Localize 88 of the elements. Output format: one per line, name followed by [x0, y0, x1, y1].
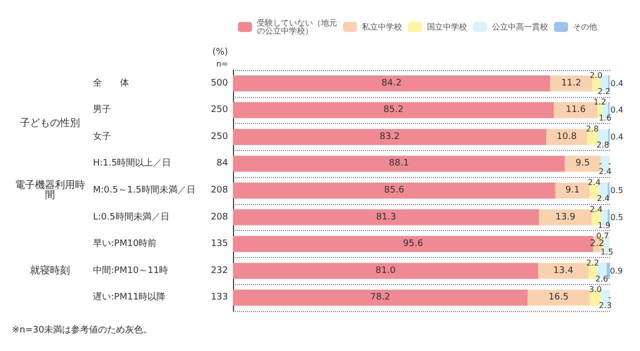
data-label: 13.9: [555, 212, 576, 222]
data-label: 2.2: [598, 86, 610, 96]
legend-label: その他: [573, 22, 597, 32]
data-label: 85.6: [384, 186, 404, 196]
data-label: -: [599, 159, 602, 168]
data-label: 0.4: [610, 78, 624, 88]
data-label: 1.2: [593, 98, 606, 107]
bar: [233, 209, 540, 226]
data-label: 10.8: [556, 132, 577, 142]
y-tick-label: 男子: [93, 104, 111, 116]
data-label: 16.5: [548, 292, 569, 303]
text: 子どもの性別: [20, 117, 80, 130]
bar: [564, 156, 601, 172]
data-label: 0.9: [610, 266, 623, 276]
data-label: 9.1: [565, 186, 580, 196]
bar: [538, 262, 589, 279]
data-label: 2.8: [596, 140, 610, 150]
y-tick-label: H:1.5時間以上／日: [93, 158, 172, 169]
data-label: 81.3: [376, 212, 396, 222]
data-label: 3.0: [588, 285, 602, 294]
data-label: 2.4: [590, 204, 602, 214]
y-tick-label: 早い:PM10時前: [93, 238, 157, 250]
bar: [233, 156, 565, 172]
data-label: 85.2: [383, 105, 404, 116]
bar: [233, 128, 546, 145]
y-tick-label: M:0.5～1.5時間未満／日: [93, 184, 196, 196]
data-label: 0.5: [610, 186, 624, 195]
data-label: 11.2: [561, 78, 582, 88]
data-label: 9.5: [576, 158, 590, 169]
data-label: 2.4: [596, 194, 610, 203]
data-label: 1.9: [598, 220, 611, 230]
legend-label: 受験していない（地元の公立中学校）: [257, 18, 337, 36]
text: (%): [212, 48, 228, 58]
data-label: 2.4: [598, 167, 612, 176]
bar: [233, 102, 554, 118]
y-tick-label: 中間:PM10～11時: [93, 264, 168, 276]
data-label: 2.2: [586, 258, 600, 268]
text: 就寝時刻: [30, 264, 70, 276]
text: 208: [210, 186, 228, 196]
y-tick-label: 遅い:PM11時以降: [93, 292, 166, 303]
bar: [233, 182, 556, 198]
text: 84: [216, 158, 228, 169]
bar: [528, 290, 590, 306]
bar: [539, 209, 592, 226]
data-label: 0.4: [610, 132, 624, 142]
data-label: 11.6: [566, 105, 586, 116]
data-label: 2.0: [590, 70, 602, 80]
bar: [546, 128, 588, 145]
text: 電子機器利用時間: [15, 179, 85, 201]
legend-label: 公立中高一貫校: [492, 22, 548, 32]
data-label: 95.6: [403, 239, 424, 250]
text: ※n=30未満は参考値のため灰色。: [12, 324, 152, 336]
legend-label: 国立中学校: [427, 22, 467, 32]
text: 250: [210, 105, 228, 116]
data-label: 2.8: [586, 124, 599, 134]
text: 133: [210, 292, 228, 303]
text: 232: [210, 266, 228, 276]
data-label: 81.0: [376, 266, 396, 276]
bar: [606, 262, 610, 279]
y-tick-label: L:0.5時間未満／日: [93, 211, 170, 222]
data-label: 2.3: [598, 301, 612, 310]
data-label: 2.4: [588, 178, 601, 187]
bar: [600, 156, 610, 172]
text: 250: [210, 132, 228, 142]
data-label: 1.5: [600, 248, 614, 257]
data-label: 2.2: [590, 239, 604, 250]
data-label: 88.1: [388, 158, 409, 169]
data-label: 78.2: [370, 292, 390, 303]
data-label: 1.6: [598, 114, 612, 123]
text: 208: [210, 212, 228, 222]
data-label: 13.4: [553, 266, 574, 276]
data-label: 84.2: [382, 78, 402, 88]
y-tick-label: 全 体: [93, 77, 129, 88]
bar: [233, 75, 550, 92]
data-label: 0.4: [610, 106, 624, 115]
data-label: 83.2: [380, 132, 400, 142]
data-label: 2.6: [595, 274, 608, 284]
bar: [555, 182, 590, 198]
text: n=: [216, 60, 228, 68]
data-label: -: [608, 159, 612, 168]
data-label: 0.5: [610, 212, 624, 222]
bar: [233, 262, 538, 279]
y-tick-label: 女子: [93, 130, 111, 142]
text: 500: [210, 78, 228, 88]
text: 135: [210, 239, 228, 250]
bar: [233, 290, 528, 306]
legend-label: 私立中学校: [362, 22, 402, 32]
data-label: -: [608, 293, 612, 302]
